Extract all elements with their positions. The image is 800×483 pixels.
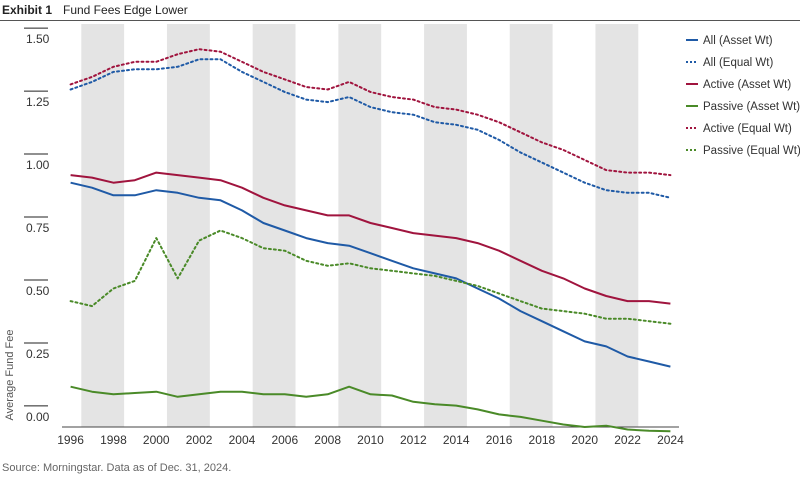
x-tick-label: 1996	[57, 433, 84, 447]
series-line	[70, 385, 671, 433]
series-line	[70, 181, 671, 368]
legend-label: All (Asset Wt)	[703, 35, 773, 47]
x-tick-label: 2010	[357, 433, 384, 447]
year-band	[595, 24, 639, 427]
y-tick-label: 1.25	[26, 95, 50, 109]
y-tick-label: 0.75	[26, 221, 50, 235]
legend-label: Passive (Asset Wt)	[703, 101, 800, 113]
legend-label: All (Equal Wt)	[703, 57, 773, 69]
legend-label: Passive (Equal Wt)	[703, 145, 800, 157]
chart-header: Exhibit 1 Fund Fees Edge Lower	[0, 0, 800, 22]
source-note: Source: Morningstar. Data as of Dec. 31,…	[2, 462, 232, 474]
legend-label: Active (Asset Wt)	[703, 79, 791, 91]
series-lines	[69, 48, 672, 433]
year-band	[424, 24, 467, 427]
x-tick-label: 2016	[486, 433, 513, 447]
header-rule	[0, 20, 800, 21]
y-tick-label: 0.50	[26, 284, 50, 298]
year-band	[81, 24, 125, 427]
y-tick-label: 1.50	[26, 32, 50, 46]
series-line	[69, 58, 672, 199]
y-axis-title: Average Fund Fee	[4, 330, 16, 421]
y-tick-label: 1.00	[26, 158, 50, 172]
x-tick-label: 2004	[229, 433, 256, 447]
y-axis-ticks: 0.00 0.25 0.50 0.75 1.00 1.25 1.50	[24, 27, 50, 424]
year-band	[166, 24, 210, 427]
legend-label: Active (Equal Wt)	[703, 123, 792, 135]
legend: All (Asset Wt) All (Equal Wt) Active (Asse…	[686, 35, 800, 157]
x-tick-label: 2002	[186, 433, 213, 447]
year-bands	[81, 24, 639, 427]
year-band	[509, 24, 553, 427]
x-tick-label: 1998	[100, 433, 127, 447]
series-line	[69, 48, 672, 177]
exhibit-label: Exhibit 1	[2, 3, 53, 17]
y-tick-label: 0.00	[26, 410, 50, 424]
year-band	[252, 24, 296, 427]
year-band	[338, 24, 382, 427]
x-tick-label: 2020	[571, 433, 598, 447]
y-tick-label: 0.25	[26, 347, 50, 361]
x-tick-label: 2000	[143, 433, 170, 447]
x-tick-label: 2012	[400, 433, 427, 447]
x-tick-label: 2014	[443, 433, 470, 447]
x-tick-label: 2024	[657, 433, 684, 447]
x-tick-label: 2006	[271, 433, 298, 447]
x-tick-label: 2022	[614, 433, 641, 447]
x-axis-ticks: 1996 1998 2000 2002 2004 2006 2008 2010 2012 2014…	[57, 433, 684, 447]
x-tick-label: 2018	[529, 433, 556, 447]
series-line	[69, 229, 672, 325]
x-tick-label: 2008	[314, 433, 341, 447]
chart-title: Fund Fees Edge Lower	[63, 3, 188, 17]
series-line	[70, 171, 671, 305]
